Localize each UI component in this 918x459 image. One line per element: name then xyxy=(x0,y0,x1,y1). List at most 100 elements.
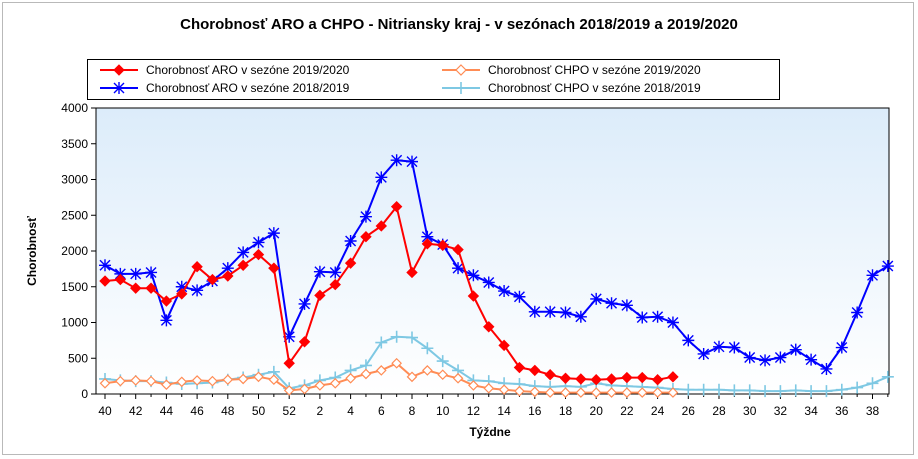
data-point xyxy=(728,384,741,397)
data-point xyxy=(636,387,648,398)
y-tick-label: 1500 xyxy=(61,280,88,294)
x-tick-label: 36 xyxy=(835,404,849,418)
data-point xyxy=(544,368,556,381)
x-tick-label: 20 xyxy=(590,404,604,418)
data-point xyxy=(176,376,188,388)
data-point xyxy=(621,371,633,384)
y-tick-label: 500 xyxy=(68,351,88,365)
x-tick-label: 46 xyxy=(190,404,204,418)
x-tick-label: 42 xyxy=(129,404,143,418)
data-point xyxy=(820,362,833,375)
x-axis-label: Týždne xyxy=(469,425,511,439)
data-point xyxy=(129,267,142,280)
data-point xyxy=(805,385,818,398)
data-point xyxy=(452,372,464,384)
chart-title: Chorobnosť ARO a CHPO - Nitriansky kraj … xyxy=(180,16,738,33)
series-0 xyxy=(99,200,679,386)
data-point xyxy=(636,311,649,324)
data-point xyxy=(222,374,234,386)
data-point xyxy=(268,262,280,274)
data-point xyxy=(483,321,495,333)
data-point xyxy=(114,273,127,286)
data-point xyxy=(436,239,449,251)
data-point xyxy=(605,297,618,310)
x-tick-label: 16 xyxy=(528,404,542,418)
legend-label-chpo-2018-2019: Chorobnosť CHPO v sezóne 2018/2019 xyxy=(488,81,701,95)
data-point xyxy=(835,383,848,396)
data-point xyxy=(237,259,249,272)
data-point xyxy=(606,387,617,398)
data-point xyxy=(115,375,126,387)
data-point xyxy=(298,336,311,348)
y-tick-label: 2500 xyxy=(61,208,88,222)
x-tick-label: 34 xyxy=(804,404,818,418)
data-point xyxy=(866,377,879,390)
x-tick-label: 4 xyxy=(347,404,354,418)
data-point xyxy=(421,230,434,243)
data-point xyxy=(697,383,710,396)
x-tick-label: 52 xyxy=(283,404,297,418)
data-point xyxy=(666,316,679,329)
data-point xyxy=(252,248,265,261)
data-point xyxy=(344,257,357,269)
legend-marker-aro-2018-2019 xyxy=(100,82,138,94)
data-point xyxy=(99,275,111,287)
y-tick-label: 3000 xyxy=(61,173,88,187)
data-point xyxy=(283,385,295,396)
data-point xyxy=(237,246,250,259)
data-point xyxy=(774,385,787,398)
chart-legend: Chorobnosť ARO v sezóne 2019/2020 Chorob… xyxy=(87,59,780,100)
data-point xyxy=(743,384,756,397)
data-point xyxy=(191,375,203,386)
x-tick-label: 26 xyxy=(682,404,696,418)
data-point xyxy=(851,306,864,319)
data-point xyxy=(421,342,434,355)
data-point xyxy=(329,377,341,389)
data-point xyxy=(191,261,203,273)
data-point xyxy=(682,334,695,347)
data-point xyxy=(820,385,833,398)
data-point xyxy=(805,353,818,366)
data-point xyxy=(406,331,418,344)
data-point xyxy=(621,387,633,398)
data-point xyxy=(468,380,479,391)
data-point xyxy=(467,290,480,302)
data-point xyxy=(222,270,234,282)
data-point xyxy=(881,260,894,273)
data-point xyxy=(390,154,403,167)
data-point xyxy=(391,357,402,369)
data-point xyxy=(559,372,572,384)
legend-label-chpo-2019-2020: Chorobnosť CHPO v sezóne 2019/2020 xyxy=(488,63,701,77)
data-point xyxy=(129,282,142,294)
data-point xyxy=(575,387,587,398)
data-point xyxy=(390,330,403,343)
legend-marker-aro-2019-2020 xyxy=(100,64,138,76)
data-point xyxy=(99,377,111,389)
x-tick-label: 38 xyxy=(866,404,880,418)
legend-marker-chpo-2019-2020 xyxy=(442,64,480,76)
data-point xyxy=(375,220,388,232)
x-tick-label: 28 xyxy=(712,404,726,418)
x-tick-label: 30 xyxy=(743,404,757,418)
series-2 xyxy=(99,357,679,398)
data-point xyxy=(789,343,802,356)
data-point xyxy=(145,375,157,387)
data-point xyxy=(881,370,894,383)
data-point xyxy=(406,266,418,279)
data-point xyxy=(789,384,802,397)
data-point xyxy=(728,341,741,354)
data-point xyxy=(713,340,725,353)
data-point xyxy=(299,383,310,395)
data-point xyxy=(559,306,572,319)
data-point xyxy=(267,227,280,240)
y-tick-label: 4000 xyxy=(61,101,88,115)
data-point xyxy=(221,262,234,275)
data-point xyxy=(253,371,264,383)
data-point xyxy=(590,373,602,386)
data-point xyxy=(421,238,434,250)
data-point xyxy=(529,364,541,377)
data-point xyxy=(529,386,541,398)
data-point xyxy=(652,387,663,398)
